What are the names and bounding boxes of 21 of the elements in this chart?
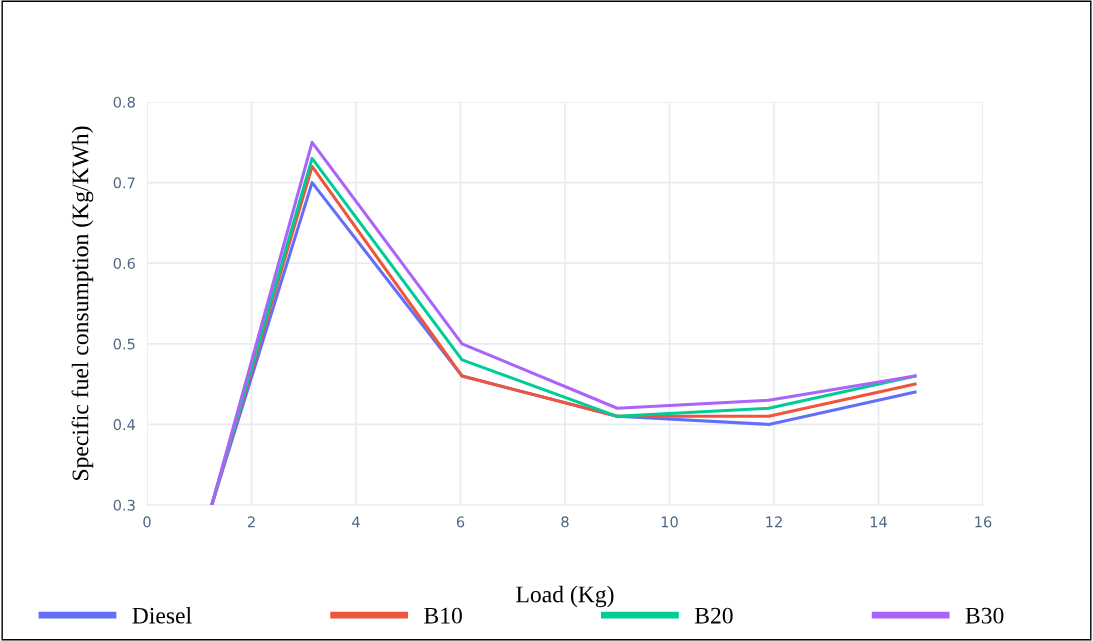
legend-label: Diesel: [132, 606, 192, 624]
x-tick-label: 2: [247, 516, 255, 528]
x-tick-label: 6: [456, 516, 465, 528]
y-tick-label: 0.8: [113, 96, 135, 108]
legend-label: B10: [424, 607, 462, 624]
y-tick-label: 0.3: [113, 499, 135, 511]
legend-label: B20: [694, 607, 733, 624]
y-axis-title: Specific fuel consumption (Kg/KWh): [71, 126, 94, 480]
x-tick-label: 16: [975, 516, 992, 528]
y-tick-label: 0.6: [113, 257, 135, 269]
x-tick-label: 0: [143, 516, 151, 528]
x-tick-label: 4: [352, 516, 360, 528]
legend-label: B30: [965, 607, 1004, 624]
y-tick-label: 0.4: [113, 419, 136, 431]
y-tick-label: 0.7: [113, 177, 135, 189]
x-tick-label: 10: [661, 516, 678, 528]
y-tick-label: 0.5: [113, 338, 135, 350]
x-tick-label: 14: [870, 516, 887, 528]
x-axis-title: Load (Kg): [516, 585, 614, 608]
x-tick-label: 8: [561, 516, 569, 528]
x-tick-label: 12: [766, 516, 782, 528]
